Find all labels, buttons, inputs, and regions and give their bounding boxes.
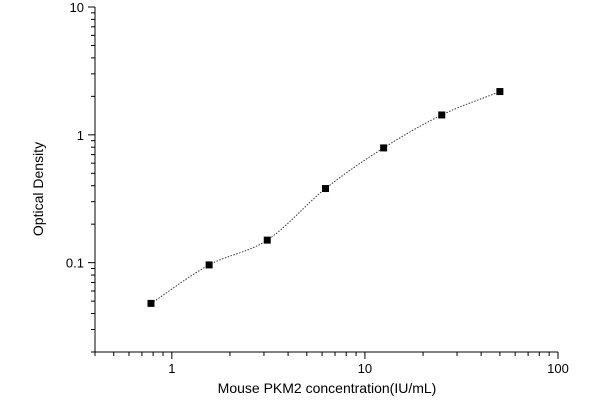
data-point <box>147 299 155 307</box>
data-point <box>205 261 213 269</box>
data-point <box>438 111 446 119</box>
y-tick-label: 1 <box>77 128 84 143</box>
y-tick-label: 10 <box>70 0 84 15</box>
x-tick-label: 100 <box>547 361 569 376</box>
data-point <box>380 144 388 152</box>
data-point <box>263 236 271 244</box>
x-tick-label: 10 <box>358 361 372 376</box>
data-points <box>147 88 504 307</box>
axes <box>94 7 558 353</box>
x-tick-label: 1 <box>168 361 175 376</box>
fit-curve <box>150 91 501 304</box>
data-point <box>322 185 330 193</box>
y-tick-label: 0.1 <box>66 256 84 271</box>
data-point <box>496 88 504 96</box>
ticks: 1 10 100 0.1 1 10 <box>66 0 569 376</box>
x-axis-title: Mouse PKM2 concentration(IU/mL) <box>218 380 437 396</box>
fit-curve-layer <box>150 91 501 304</box>
y-axis-title: Optical Density <box>30 142 46 236</box>
